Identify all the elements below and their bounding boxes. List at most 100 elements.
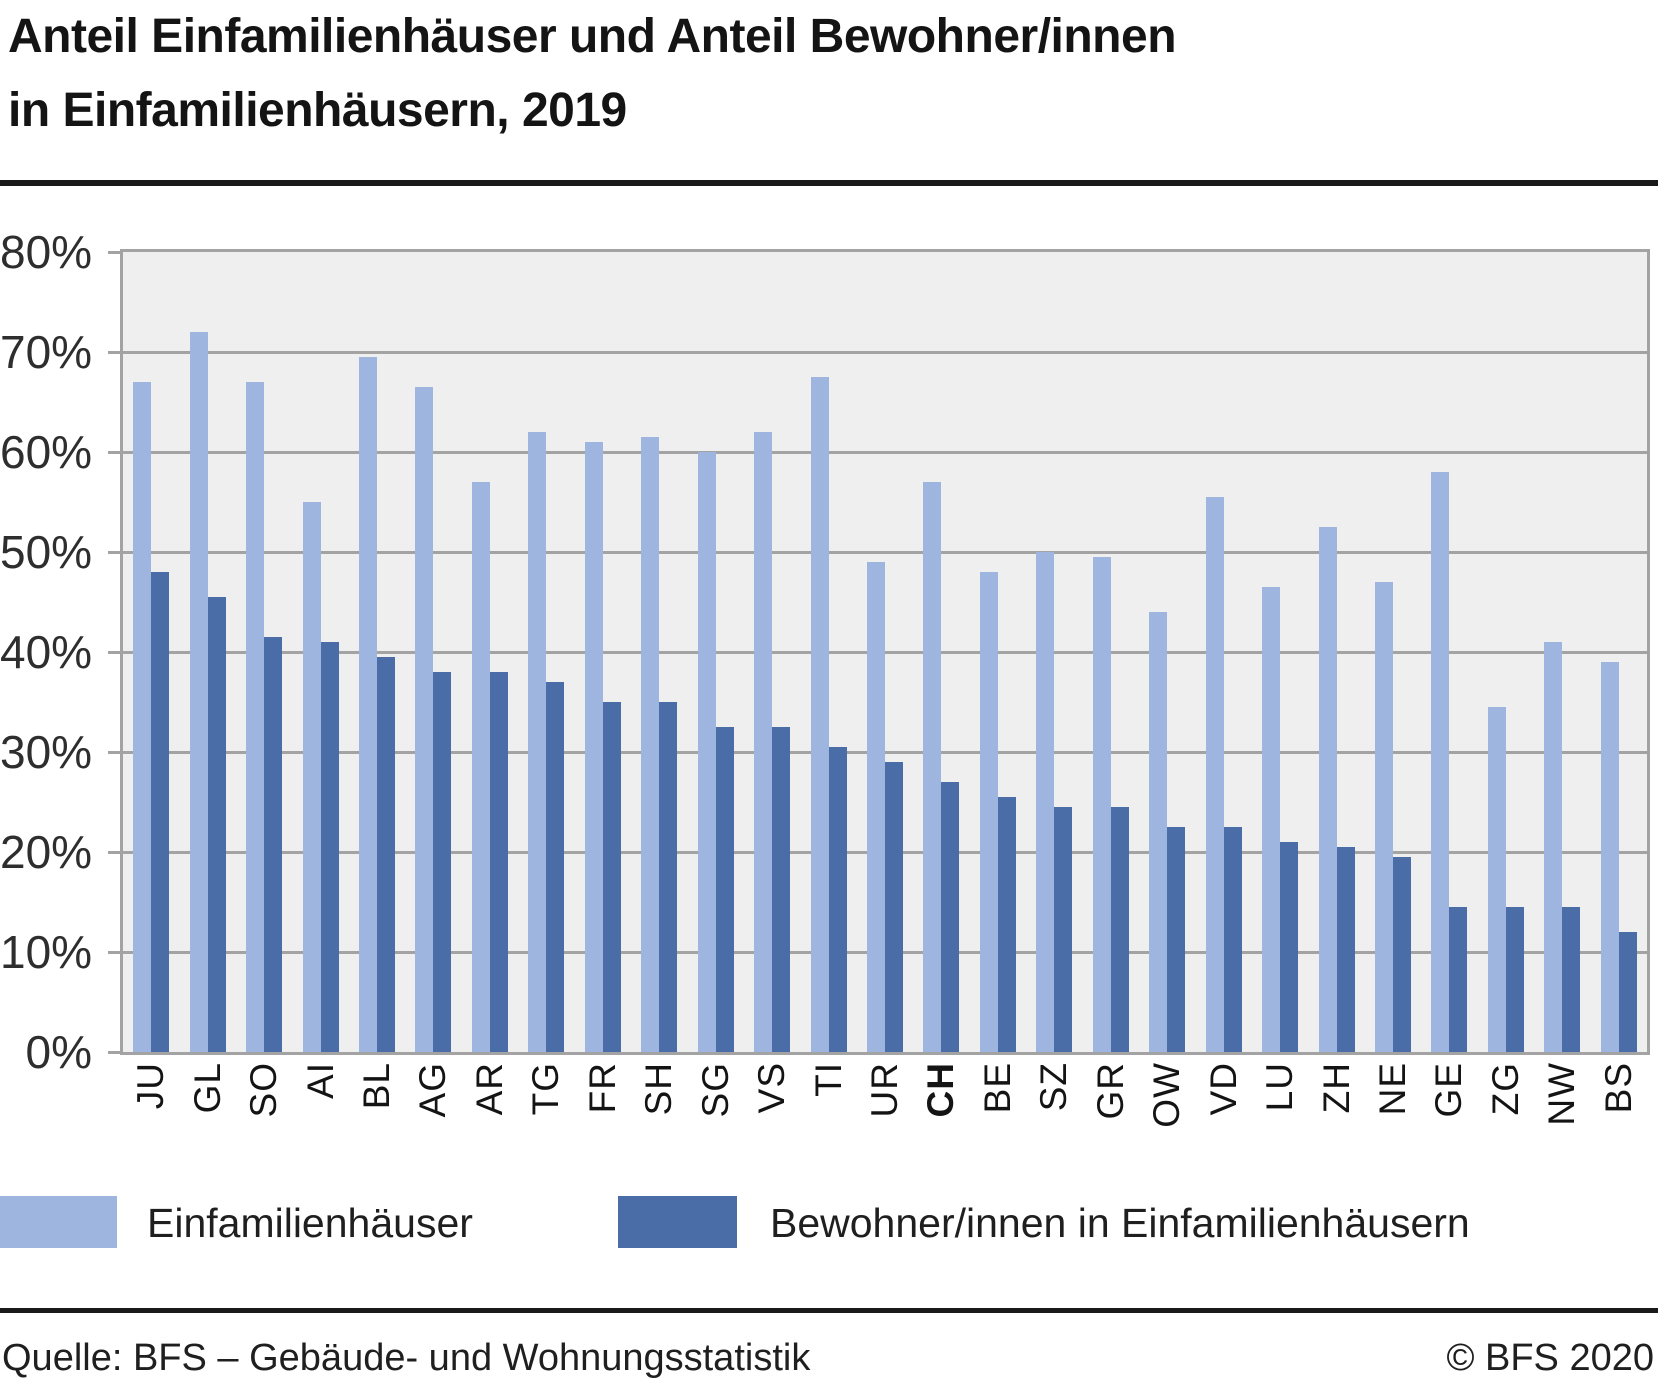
bar-ow-bewohner — [1167, 827, 1186, 1052]
x-axis-label-bs: BS — [1597, 1062, 1639, 1114]
bar-be-bewohner — [997, 797, 1016, 1052]
bar-group-bs — [1591, 252, 1647, 1052]
bar-group-ti — [800, 252, 856, 1052]
x-axis-label-be: BE — [976, 1062, 1018, 1114]
bar-ur-einfamilienhaeuser — [866, 562, 885, 1052]
y-axis-tick — [108, 450, 123, 454]
x-axis-label-vs: VS — [751, 1062, 793, 1114]
bar-ti-einfamilienhaeuser — [810, 377, 829, 1052]
bar-group-vd — [1195, 252, 1251, 1052]
bar-gr-bewohner — [1110, 807, 1129, 1052]
y-axis-label-70: 70% — [0, 326, 93, 378]
bar-ai-bewohner — [320, 642, 339, 1052]
bar-group-sh — [631, 252, 687, 1052]
bar-ne-bewohner — [1392, 857, 1411, 1052]
x-axis-label-gr: GR — [1089, 1062, 1131, 1120]
title-divider — [0, 180, 1658, 186]
bar-nw-bewohner — [1562, 907, 1581, 1052]
bar-group-gr — [1083, 252, 1139, 1052]
bar-zg-bewohner — [1505, 907, 1524, 1052]
gridline — [123, 350, 1647, 354]
bar-vd-einfamilienhaeuser — [1205, 497, 1224, 1052]
bar-fr-bewohner — [602, 702, 621, 1052]
bar-lu-bewohner — [1280, 842, 1299, 1052]
x-axis-label-lu: LU — [1259, 1062, 1301, 1112]
y-axis-tick — [108, 550, 123, 554]
x-axis-label-sz: SZ — [1033, 1062, 1075, 1112]
bar-ar-einfamilienhaeuser — [471, 482, 490, 1052]
bar-sg-einfamilienhaeuser — [697, 452, 716, 1052]
page-title: Anteil Einfamilienhäuser und Anteil Bewo… — [8, 0, 1628, 148]
y-axis-label-0: 0% — [25, 1026, 92, 1078]
bar-bl-bewohner — [376, 657, 395, 1052]
bar-group-gl — [179, 252, 235, 1052]
y-axis-tick — [108, 950, 123, 954]
x-axis-label-sh: SH — [638, 1062, 680, 1116]
x-axis-label-ju: JU — [130, 1062, 172, 1110]
y-axis-label-10: 10% — [0, 926, 93, 978]
bar-bs-bewohner — [1618, 932, 1637, 1052]
bar-group-ar — [462, 252, 518, 1052]
bar-group-zh — [1308, 252, 1364, 1052]
bar-ch-bewohner — [941, 782, 960, 1052]
bar-vs-einfamilienhaeuser — [754, 432, 773, 1052]
y-axis-tick — [108, 850, 123, 854]
x-axis-label-ai: AI — [299, 1062, 341, 1099]
bar-group-so — [236, 252, 292, 1052]
bar-nw-einfamilienhaeuser — [1544, 642, 1563, 1052]
bar-zh-einfamilienhaeuser — [1318, 527, 1337, 1052]
copyright-text: © BFS 2020 — [1446, 1337, 1654, 1379]
bar-ge-einfamilienhaeuser — [1431, 472, 1450, 1052]
bar-so-bewohner — [264, 637, 283, 1052]
bar-group-fr — [575, 252, 631, 1052]
y-axis-tick — [108, 350, 123, 354]
bar-group-zg — [1478, 252, 1534, 1052]
x-axis-label-ge: GE — [1428, 1062, 1470, 1118]
bar-sz-einfamilienhaeuser — [1036, 552, 1055, 1052]
x-axis-label-ti: TI — [807, 1062, 849, 1097]
bar-tg-bewohner — [546, 682, 565, 1052]
bar-ai-einfamilienhaeuser — [302, 502, 321, 1052]
bar-bl-einfamilienhaeuser — [358, 357, 377, 1052]
y-axis-tick — [108, 650, 123, 654]
bar-vs-bewohner — [772, 727, 791, 1052]
bar-group-ai — [292, 252, 348, 1052]
y-axis-label-20: 20% — [0, 826, 93, 878]
x-axis-label-nw: NW — [1541, 1062, 1583, 1126]
bar-ur-bewohner — [884, 762, 903, 1052]
bar-gl-bewohner — [207, 597, 226, 1052]
legend-swatch-bewohner — [618, 1196, 737, 1248]
footer-divider — [0, 1308, 1658, 1313]
x-axis-label-ne: NE — [1372, 1062, 1413, 1116]
y-axis-label-80: 80% — [0, 226, 93, 278]
bar-ti-bewohner — [828, 747, 847, 1052]
bar-ju-bewohner — [151, 572, 170, 1052]
x-axis-label-ch: CH — [920, 1062, 962, 1118]
bar-sz-bewohner — [1054, 807, 1073, 1052]
y-axis-label-40: 40% — [0, 626, 93, 678]
bar-group-nw — [1534, 252, 1590, 1052]
page-title-line1: Anteil Einfamilienhäuser und Anteil Bewo… — [8, 10, 1177, 63]
bar-be-einfamilienhaeuser — [979, 572, 998, 1052]
x-axis-label-zg: ZG — [1484, 1062, 1526, 1116]
bar-so-einfamilienhaeuser — [246, 382, 265, 1052]
gridline — [123, 750, 1647, 754]
gridline — [123, 650, 1647, 654]
bar-ag-einfamilienhaeuser — [415, 387, 434, 1052]
bar-vd-bewohner — [1223, 827, 1242, 1052]
bar-ar-bewohner — [489, 672, 508, 1052]
bar-group-sz — [1026, 252, 1082, 1052]
bar-group-bl — [349, 252, 405, 1052]
bar-ju-einfamilienhaeuser — [133, 382, 152, 1052]
x-axis-label-bl: BL — [356, 1062, 397, 1110]
x-axis-label-gl: GL — [186, 1062, 228, 1114]
gridline — [123, 450, 1647, 454]
y-axis-label-60: 60% — [0, 426, 93, 478]
bar-ow-einfamilienhaeuser — [1149, 612, 1168, 1052]
y-axis-tick — [108, 750, 123, 754]
gridline — [123, 550, 1647, 554]
bar-group-ju — [123, 252, 179, 1052]
source-text: Quelle: BFS – Gebäude- und Wohnungsstati… — [2, 1337, 811, 1379]
bar-group-vs — [744, 252, 800, 1052]
bar-zh-bewohner — [1336, 847, 1355, 1052]
